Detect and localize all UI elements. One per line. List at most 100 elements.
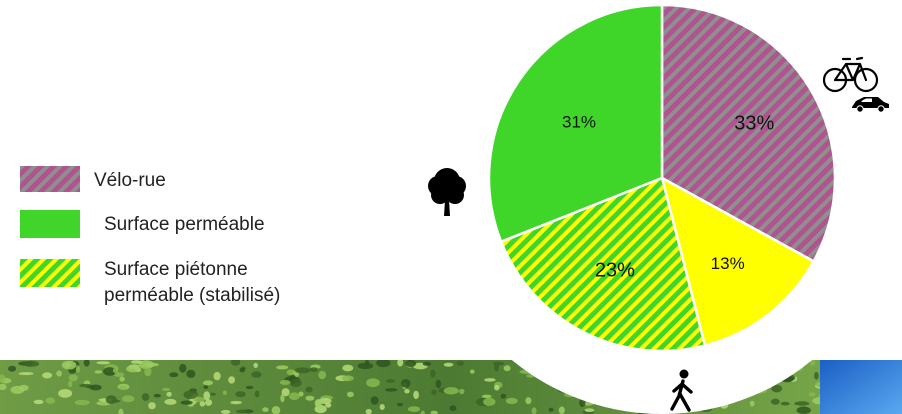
tree-icon	[428, 168, 466, 216]
foliage-speck	[33, 399, 44, 405]
foliage-speck	[796, 406, 811, 414]
foliage-speck	[276, 365, 289, 370]
foliage-speck	[262, 407, 269, 412]
foliage-speck	[456, 360, 465, 366]
foliage-speck	[193, 396, 205, 403]
foliage-speck	[119, 385, 127, 390]
foliage-speck	[144, 362, 159, 367]
foliage-speck	[169, 372, 179, 378]
pie-slice-label: 23%	[595, 260, 635, 282]
foliage-speck	[56, 370, 62, 377]
foliage-speck	[61, 360, 77, 370]
foliage-speck	[253, 362, 258, 368]
foliage-speck	[413, 390, 419, 400]
foliage-speck	[113, 372, 125, 377]
foliage-speck	[183, 390, 199, 400]
foliage-speck	[153, 393, 161, 398]
foliage-speck	[794, 401, 810, 406]
foliage-speck	[294, 367, 311, 374]
pie-chart	[487, 3, 837, 353]
foliage-speck	[271, 406, 281, 414]
foliage-speck	[503, 365, 511, 372]
foliage-speck	[251, 371, 262, 378]
foliage-speck	[254, 390, 260, 398]
foliage-speck	[228, 376, 236, 384]
foliage-speck	[222, 390, 227, 395]
foliage-speck	[548, 407, 554, 412]
foliage-speck	[365, 408, 372, 414]
foliage-speck	[75, 365, 81, 373]
foliage-speck	[162, 387, 171, 391]
foliage-speck	[494, 384, 500, 391]
legend-label-surface-permeable: Surface perméable	[104, 214, 265, 235]
foliage-speck	[111, 399, 121, 403]
legend-swatch-surface-pietonne	[20, 259, 80, 287]
foliage-speck	[318, 370, 327, 380]
foliage-speck	[202, 380, 214, 386]
legend-label-surface-pietonne-line2: perméable (stabilisé)	[104, 285, 280, 306]
foliage-speck	[118, 408, 124, 414]
foliage-speck	[370, 396, 379, 405]
foliage-speck	[305, 395, 315, 401]
foliage-speck	[492, 361, 505, 366]
foliage-speck	[449, 405, 457, 412]
foliage-speck	[505, 397, 518, 405]
foliage-speck	[483, 397, 496, 406]
foliage-speck	[481, 394, 492, 399]
foliage-speck	[443, 362, 454, 367]
legend: Vélo-rue Surface perméable Surface piéto…	[20, 166, 280, 306]
foliage-speck	[346, 391, 354, 398]
foliage-speck	[558, 406, 565, 414]
foliage-speck	[810, 360, 816, 366]
foliage-speck	[531, 407, 537, 414]
foliage-speck	[94, 370, 103, 374]
pedestrian-icon	[670, 369, 693, 412]
bicycle-icon	[822, 56, 879, 93]
legend-swatch-surface-permeable	[20, 210, 80, 238]
foliage-speck	[141, 393, 150, 401]
foliage-speck	[221, 409, 231, 414]
foliage-speck	[500, 393, 506, 399]
foliage-speck	[342, 364, 354, 372]
foliage-speck	[230, 360, 241, 366]
foliage-speck	[422, 361, 432, 366]
foliage-speck	[309, 367, 319, 373]
foliage-speck	[235, 409, 249, 414]
foliage-speck	[404, 389, 410, 394]
foliage-speck	[0, 383, 7, 391]
foliage-speck	[280, 394, 285, 403]
foliage-speck	[239, 367, 246, 373]
foliage-speck	[96, 361, 110, 365]
foliage-speck	[68, 380, 73, 387]
pie-slice-label: 13%	[711, 254, 745, 273]
foliage-speck	[144, 367, 152, 377]
foliage-speck	[45, 397, 55, 404]
foliage-speck	[164, 398, 177, 405]
foliage-speck	[230, 400, 243, 405]
foliage-speck	[385, 388, 398, 392]
foliage-speck	[584, 408, 595, 413]
foliage-speck	[357, 362, 374, 370]
foliage-speck	[19, 384, 29, 391]
foliage-speck	[470, 369, 475, 374]
foliage-speck	[814, 371, 819, 380]
foliage-speck	[749, 400, 755, 407]
foliage-speck	[203, 391, 210, 401]
foliage-speck	[0, 374, 6, 383]
foliage-speck	[431, 389, 437, 395]
foliage-speck	[405, 360, 417, 368]
foliage-speck	[484, 378, 496, 382]
foliage-speck	[58, 389, 73, 398]
foliage-speck	[376, 360, 391, 368]
foliage-speck	[400, 379, 411, 388]
foliage-speck	[205, 399, 213, 406]
foliage-speck	[286, 369, 295, 376]
foliage-speck	[148, 402, 156, 410]
foliage-speck	[89, 384, 102, 391]
foliage-speck	[459, 388, 465, 395]
foliage-speck	[68, 374, 78, 382]
foliage-speck	[23, 360, 40, 367]
foliage-speck	[213, 371, 221, 381]
legend-swatch-velo-rue	[20, 166, 80, 192]
foliage-speck	[166, 391, 172, 397]
